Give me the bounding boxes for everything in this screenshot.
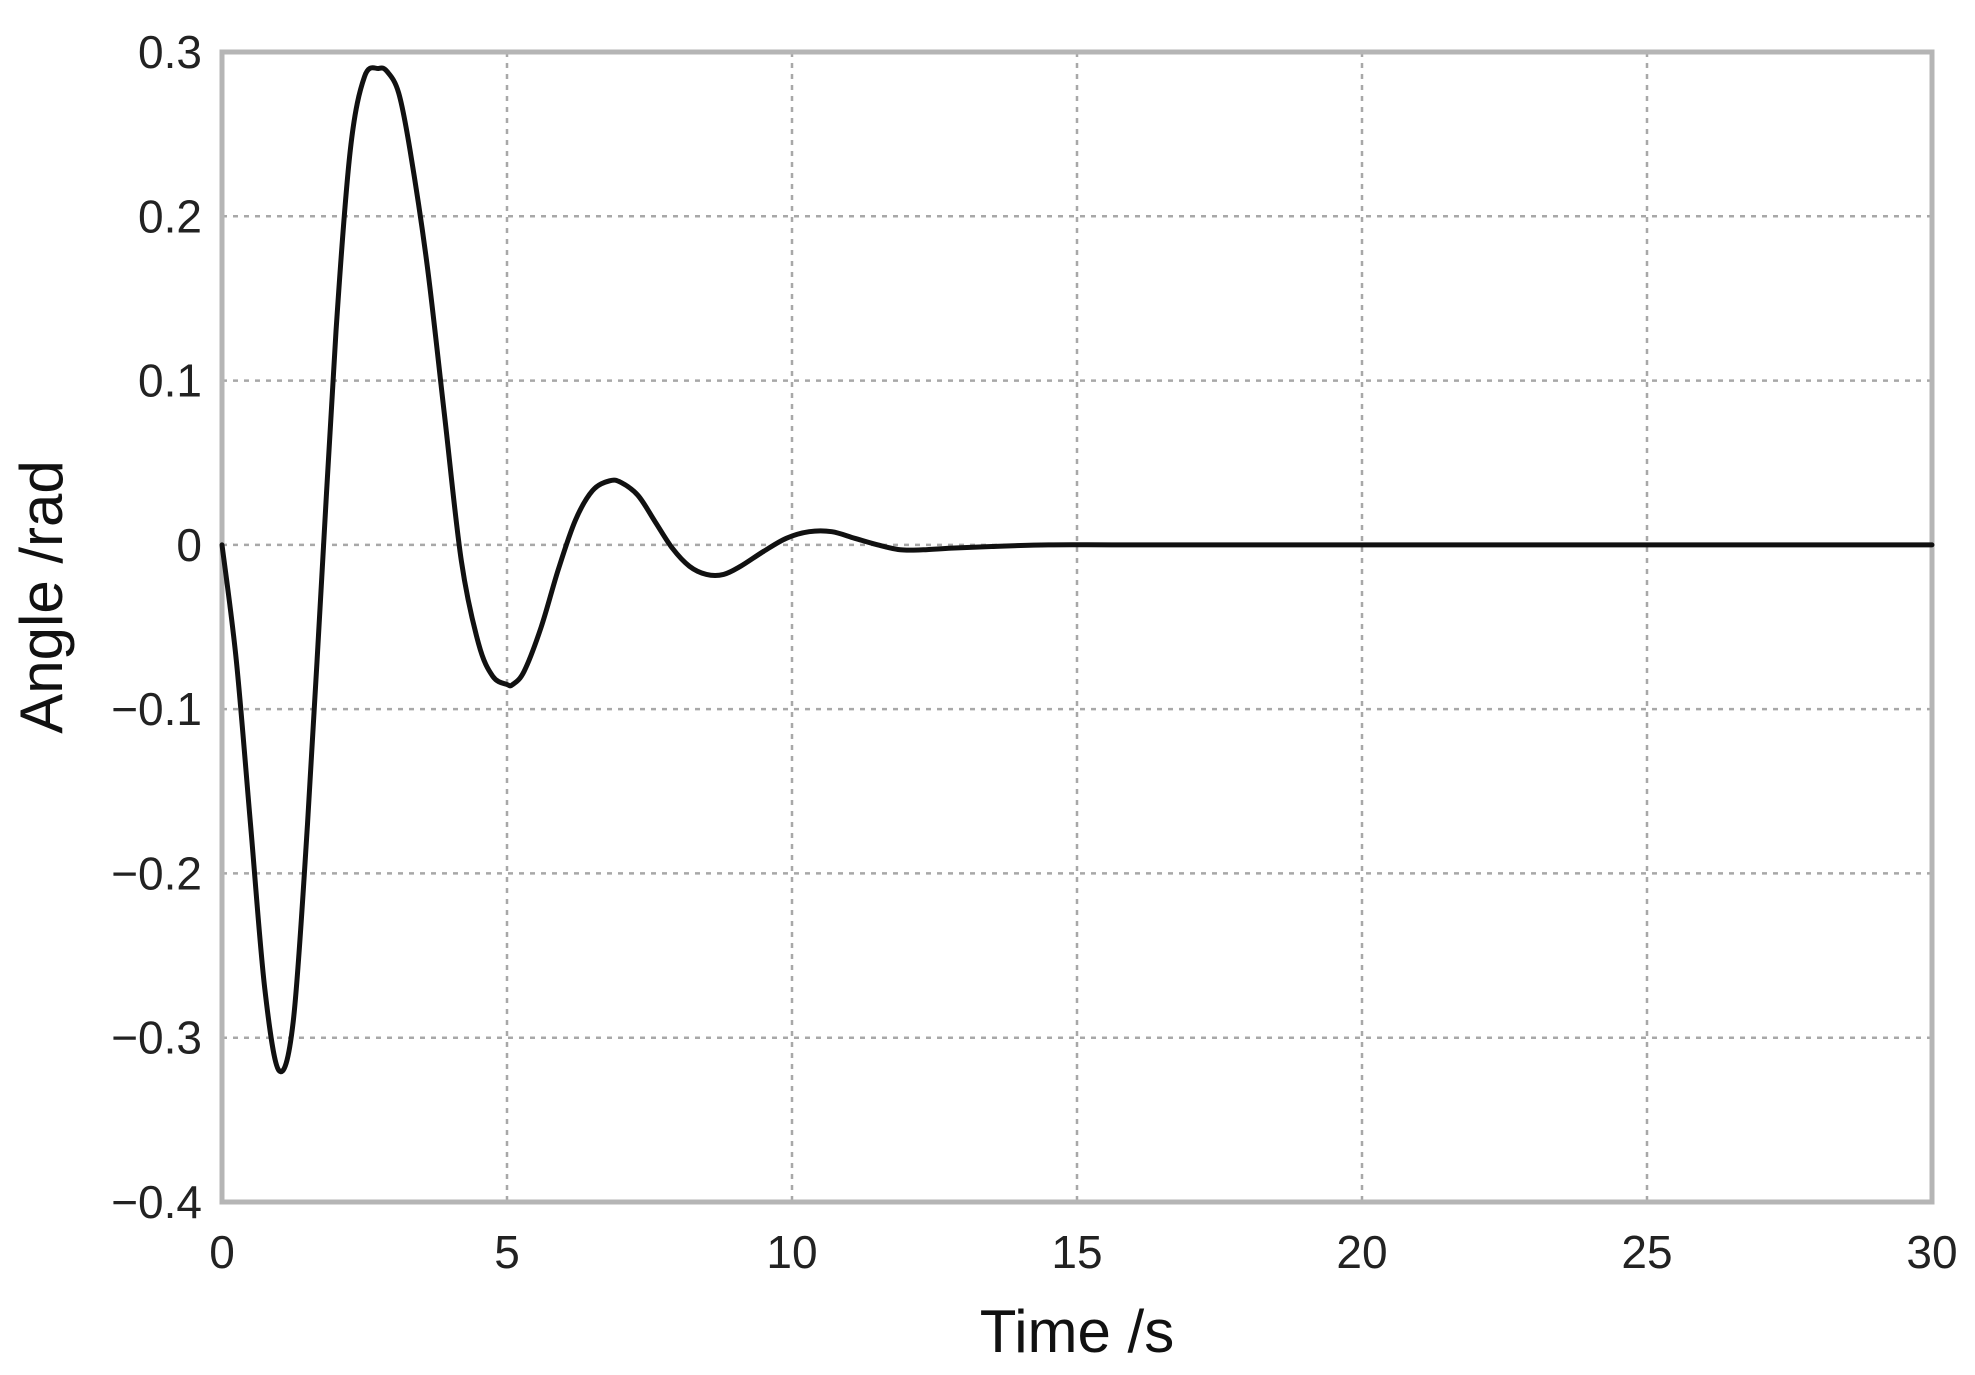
x-tick-label: 5 [494,1226,520,1278]
plot-frame [219,49,1935,1205]
y-tick-label: 0 [176,519,202,571]
x-tick-label: 20 [1336,1226,1387,1278]
y-tick-label: 0.2 [138,190,202,242]
y-tick-label: 0.3 [138,26,202,78]
y-tick-labels: 0.3 0.2 0.1 0 −0.1 −0.2 −0.3 −0.4 [111,26,202,1228]
angle-series-line [219,65,1935,1075]
x-tick-label: 10 [766,1226,817,1278]
y-tick-label: 0.1 [138,355,202,407]
x-tick-label: 0 [209,1226,235,1278]
x-axis-label: Time /s [980,1298,1174,1365]
y-axis-label: Angle /rad [8,460,75,734]
x-tick-label: 25 [1621,1226,1672,1278]
grid [222,52,1932,1202]
y-tick-label: −0.4 [111,1176,202,1228]
y-tick-label: −0.2 [111,847,202,899]
x-tick-label: 15 [1051,1226,1102,1278]
x-tick-labels: 0 5 10 15 20 25 30 [209,1226,1957,1278]
x-tick-label: 30 [1906,1226,1957,1278]
y-tick-label: −0.1 [111,683,202,735]
y-tick-label: −0.3 [111,1012,202,1064]
